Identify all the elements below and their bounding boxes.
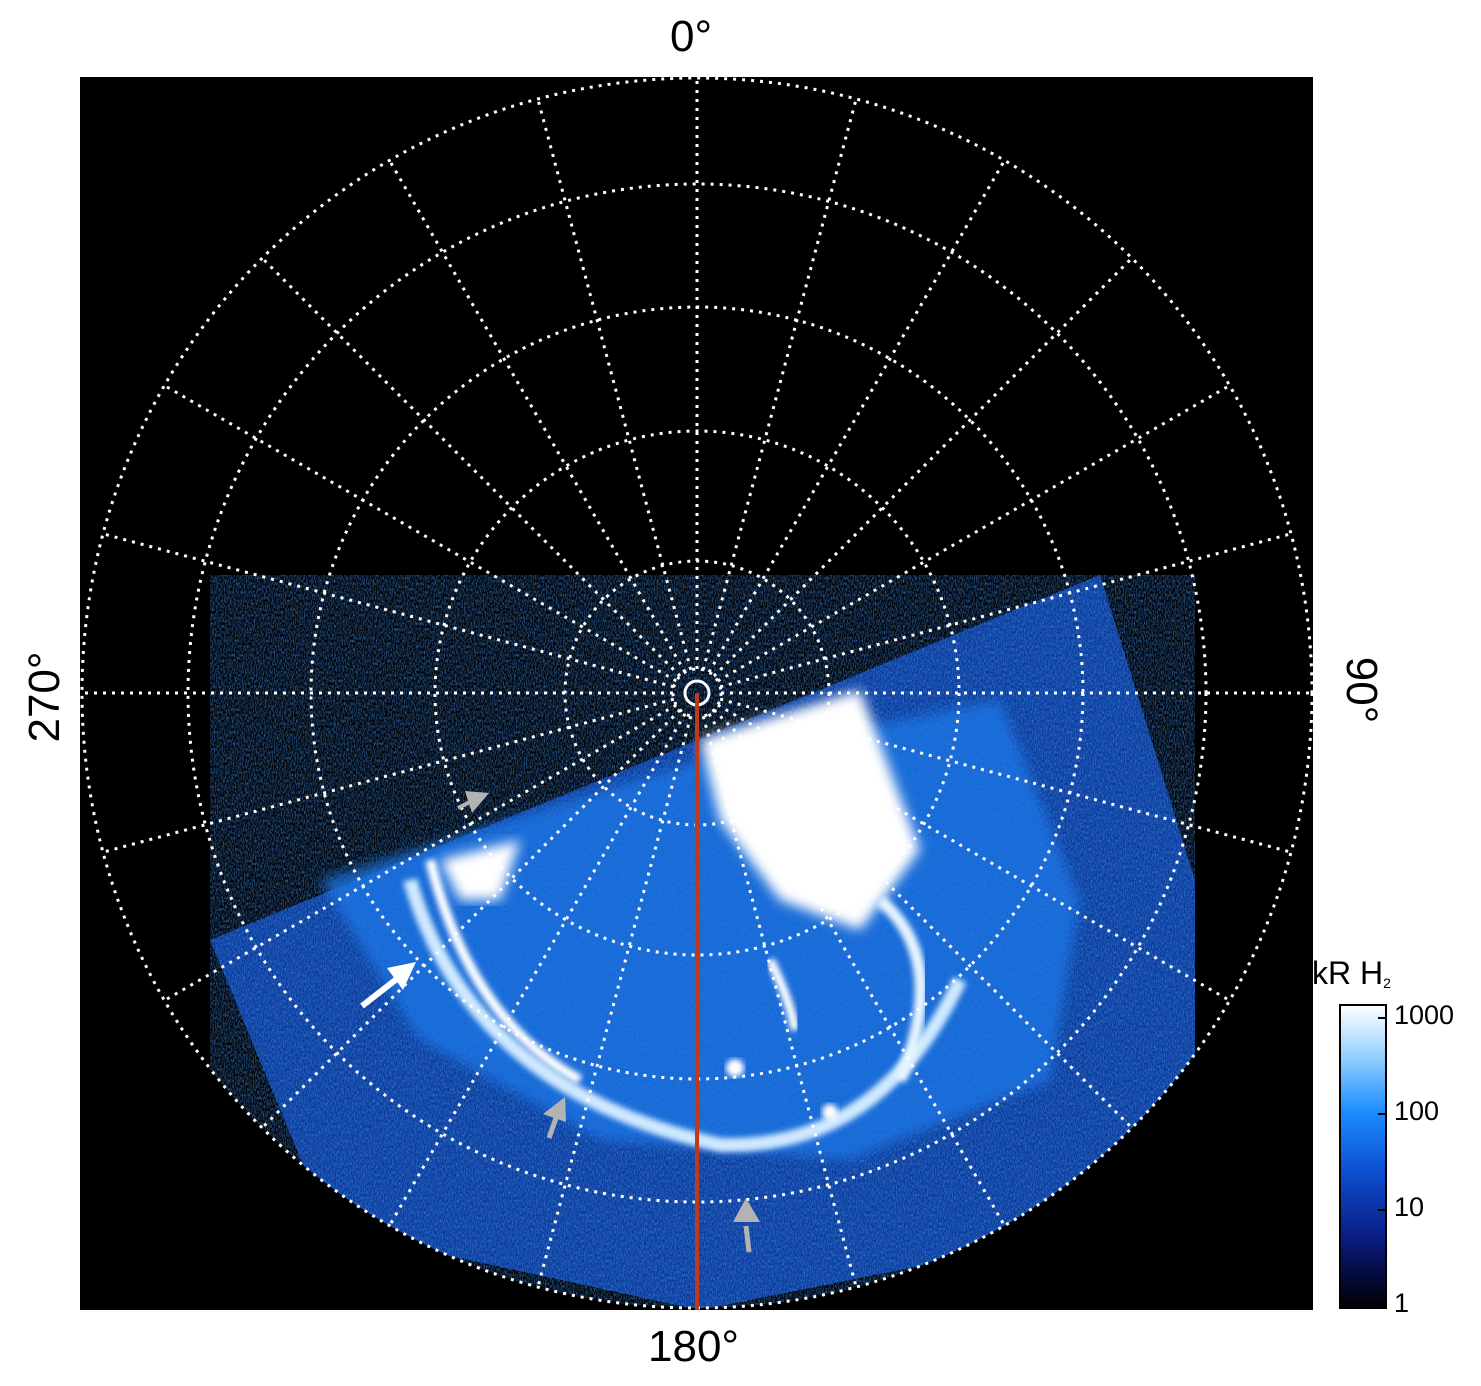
axis-label-bottom: 180° [648,1322,740,1371]
colorbar-tick-label: 100 [1394,1096,1440,1126]
colorbar-tick-label: 1000 [1394,1000,1455,1030]
colorbar-title: kR H2 [1312,955,1391,992]
colorbar-tick-label: 1 [1394,1288,1410,1318]
arrow-gray [733,1198,760,1253]
grid-circle [186,182,1208,1204]
colorbar-tick-label: 10 [1394,1192,1425,1222]
colorbar-ticks [1378,1017,1386,1307]
arrow-gray [543,1097,566,1139]
colorbar [1339,1004,1387,1309]
axis-label-left: 270° [20,651,69,743]
axis-label-right: 90° [1337,656,1386,724]
arrow-white [360,962,416,1009]
colorbar-unit-subscript: 2 [1383,975,1391,991]
colorbar-unit: kR H [1312,955,1384,991]
axis-label-top: 0° [670,12,713,61]
grid-circle [433,429,961,957]
arrow-gray [457,791,489,813]
